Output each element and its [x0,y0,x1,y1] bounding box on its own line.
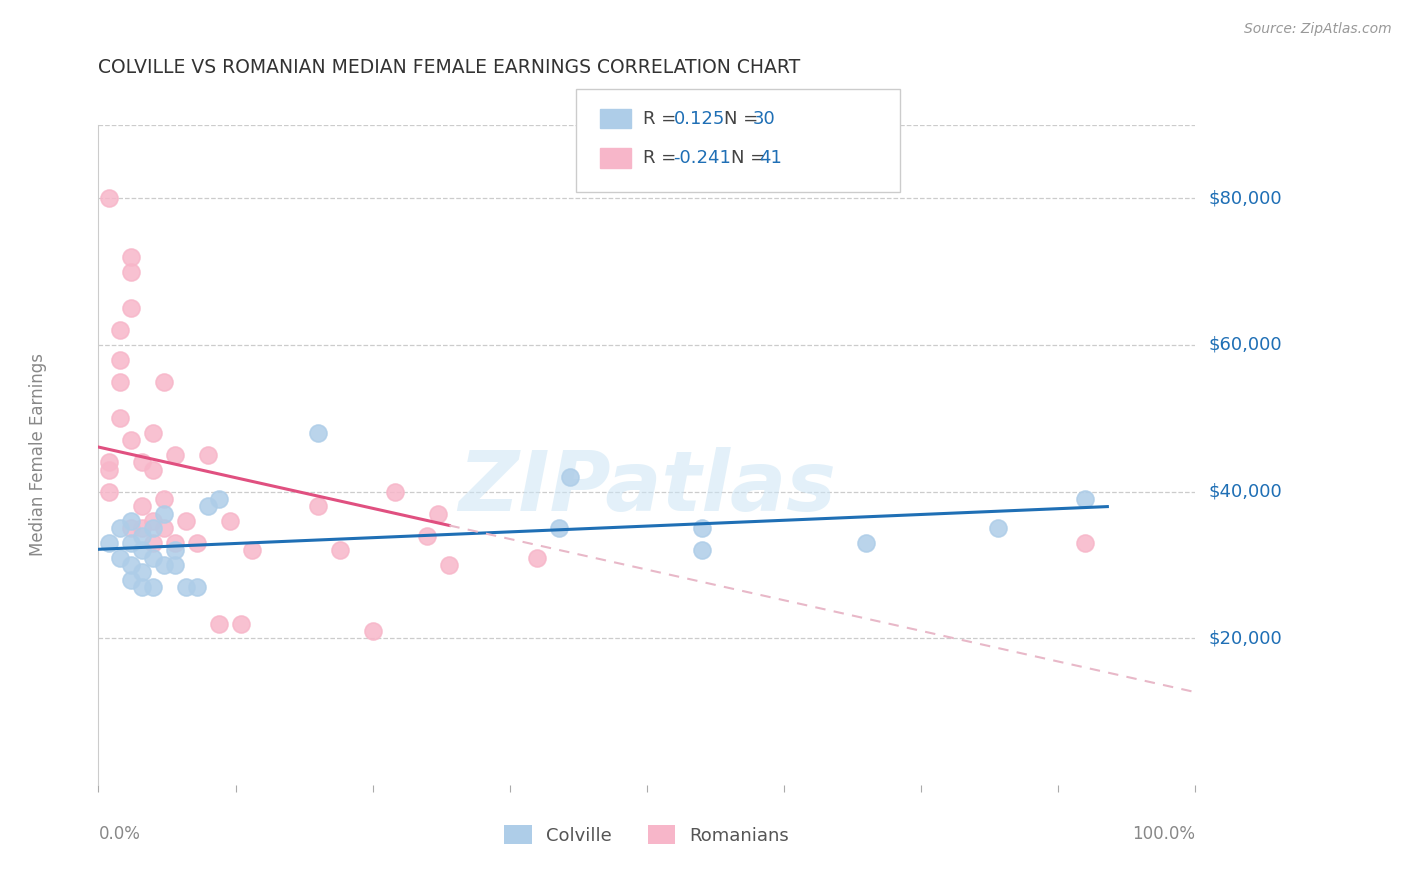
Point [361,624,384,638]
Point [197,500,219,514]
Point [690,543,713,558]
Point [197,448,219,462]
Point [120,264,142,278]
Text: 100.0%: 100.0% [1132,824,1195,843]
Text: R =: R = [643,110,682,128]
Point [526,550,548,565]
Point [174,580,197,594]
Point [120,573,142,587]
Point [1074,491,1097,506]
Point [131,528,153,542]
Text: Median Female Earnings: Median Female Earnings [30,353,48,557]
Point [142,580,165,594]
Point [98,462,121,476]
Point [142,536,165,550]
Point [229,616,252,631]
Text: Source: ZipAtlas.com: Source: ZipAtlas.com [1244,22,1392,37]
Point [110,521,132,535]
Point [120,536,142,550]
Point [131,566,153,580]
Point [98,191,121,205]
Point [120,250,142,264]
Point [98,536,121,550]
Point [110,550,132,565]
Point [384,484,406,499]
Point [110,375,132,389]
Point [131,455,153,469]
Point [153,491,176,506]
Point [165,543,187,558]
Point [690,521,713,535]
Point [142,521,165,535]
Point [120,301,142,316]
Text: $60,000: $60,000 [1209,336,1282,354]
Point [120,514,142,528]
Text: R =: R = [643,149,682,167]
Point [142,550,165,565]
Point [240,543,263,558]
Text: -0.241: -0.241 [673,149,731,167]
Point [186,580,208,594]
Point [307,425,329,440]
Point [208,616,231,631]
Point [165,536,187,550]
Point [186,536,208,550]
Text: $20,000: $20,000 [1209,629,1282,648]
Point [427,507,450,521]
Text: $80,000: $80,000 [1209,189,1282,207]
Point [174,514,197,528]
Point [131,500,153,514]
Point [142,514,165,528]
Point [110,411,132,425]
Point [142,425,165,440]
Text: 41: 41 [759,149,782,167]
Text: 0.125: 0.125 [673,110,725,128]
Point [329,543,352,558]
Point [416,528,439,542]
Point [307,500,329,514]
Point [558,470,581,484]
Point [208,491,231,506]
Point [98,455,121,469]
Point [165,558,187,572]
Point [110,323,132,337]
Point [987,521,1010,535]
Text: N =: N = [724,110,763,128]
Point [153,558,176,572]
Point [855,536,877,550]
Point [548,521,571,535]
Text: ZIPatlas: ZIPatlas [458,448,835,528]
Point [165,448,187,462]
Point [142,462,165,476]
Text: 0.0%: 0.0% [98,824,141,843]
Point [120,558,142,572]
Point [153,375,176,389]
Point [131,580,153,594]
Point [110,352,132,367]
Point [153,507,176,521]
Point [439,558,461,572]
Text: 30: 30 [752,110,775,128]
Text: COLVILLE VS ROMANIAN MEDIAN FEMALE EARNINGS CORRELATION CHART: COLVILLE VS ROMANIAN MEDIAN FEMALE EARNI… [98,58,800,77]
Text: $40,000: $40,000 [1209,483,1282,500]
Point [219,514,242,528]
Text: N =: N = [731,149,770,167]
Point [1074,536,1097,550]
Point [120,434,142,448]
Point [120,521,142,535]
Legend: Colville, Romanians: Colville, Romanians [498,818,796,852]
Point [131,521,153,535]
Point [131,543,153,558]
Point [98,484,121,499]
Point [153,521,176,535]
